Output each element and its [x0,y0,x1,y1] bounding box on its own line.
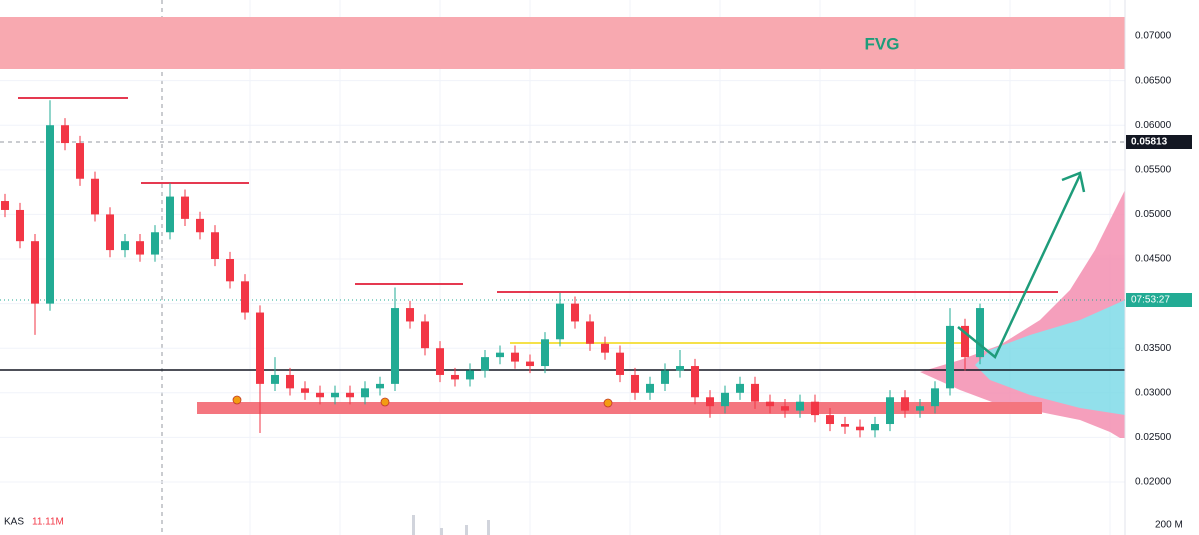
candle-body [661,370,669,384]
horizontal-grid [0,35,1125,483]
candle-body [811,401,819,416]
y-tick-label: 0.06000 [1135,120,1172,131]
candle-body [121,241,129,251]
candle-body [346,392,354,398]
volume-bars [412,515,490,535]
volume-value: 11.11M [32,517,64,528]
candle-body [136,241,144,255]
candle-body [736,383,744,393]
candle-body [31,241,39,304]
fvg-label: FVG [865,34,900,53]
candle-body [271,374,279,384]
candle-body [721,392,729,407]
candle-body [241,281,249,313]
y-tick-label: 0.02500 [1135,432,1172,443]
candle-body [766,401,774,407]
candle-body [586,321,594,344]
candle-body [676,366,684,371]
candle-body [571,303,579,322]
candle-body [406,308,414,322]
candle-body [856,426,864,431]
y-tick-label: 0.03000 [1135,387,1172,398]
candle-body [796,401,804,411]
candle-body [976,308,984,358]
countdown: 07:53:27 [1131,295,1170,306]
candle-body [376,383,384,389]
candles [1,100,984,438]
candle-body [481,357,489,371]
candle-body [466,370,474,380]
volume-symbol: KAS [4,517,24,528]
y-tick-label: 0.02000 [1135,477,1172,488]
candle-body [1,201,9,210]
markers [232,395,613,408]
crosshair-badge [1126,135,1192,149]
candle-body [391,308,399,384]
candle-body [946,325,954,389]
candle-body [106,214,114,251]
candle-body [301,388,309,393]
candle-body [916,406,924,411]
candle-body [151,232,159,255]
candle-body [46,125,54,304]
candle-body [751,383,759,402]
candle-body [646,383,654,393]
y-tick-label: 0.05000 [1135,209,1172,220]
projection-arrow [957,174,1082,359]
arrow-head [1061,171,1086,193]
candle-body [556,303,564,340]
candle-body [181,196,189,219]
candle-body [511,352,519,362]
candle-body [361,388,369,398]
candle-body [331,392,339,398]
y-tick-label: 0.07000 [1135,31,1172,42]
candle-body [931,388,939,407]
resistance-lines [18,97,1058,293]
y-tick-label: 0.06500 [1135,75,1172,86]
candle-body [166,196,174,233]
y-tick-label: 0.03500 [1135,343,1172,354]
candle-body [226,259,234,282]
candle-body [211,232,219,260]
candle-body [691,366,699,398]
candle-body [16,209,24,242]
candle-body [781,406,789,411]
candle-body [316,392,324,398]
candle-body [541,339,549,367]
candle-body [91,178,99,215]
candle-body [76,143,84,179]
candle-body [886,397,894,425]
candle-body [706,397,714,407]
fvg-zone [0,17,1125,69]
countdown-badge [1126,293,1192,307]
candle-body [436,348,444,375]
candle-body [421,321,429,349]
y-tick-label: 0.05500 [1135,164,1172,175]
candle-body [256,312,264,384]
candle-body [826,415,834,425]
candle-body [496,352,504,358]
candle-body [961,325,969,358]
candle-body [631,374,639,393]
candle-body [196,218,204,233]
volume-scale: 200 M [1155,520,1183,531]
candle-body [841,424,849,427]
candle-body [601,343,609,353]
candle-body [61,125,69,144]
candle-body [526,361,534,367]
candle-body [616,352,624,375]
volume-profile [920,100,1148,438]
candle-body [901,397,909,411]
price-axis [1125,0,1199,535]
candle-body [286,374,294,389]
crosshair-price: 0.05813 [1131,137,1168,148]
support-zone [197,402,1042,414]
candle-body [451,374,459,380]
vertical-grid [161,0,1111,535]
y-tick-label: 0.04500 [1135,254,1172,265]
candle-body [871,424,879,431]
